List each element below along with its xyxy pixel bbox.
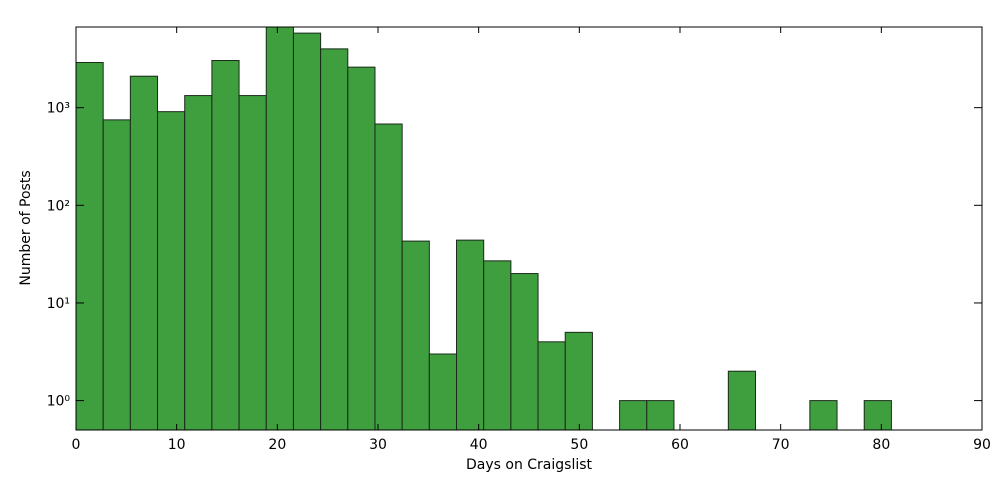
bar [157, 111, 186, 431]
x-tick-label: 70 [772, 437, 790, 453]
bar [809, 400, 838, 431]
bar [727, 370, 757, 431]
bar [374, 123, 403, 431]
bar [265, 26, 294, 431]
x-tick-label: 90 [973, 437, 991, 453]
bar [428, 353, 458, 431]
bar [564, 331, 593, 431]
bar [292, 32, 322, 431]
bar [483, 260, 512, 431]
bar [401, 240, 430, 431]
x-tick-label: 50 [570, 437, 588, 453]
bar [646, 400, 675, 431]
y-tick-label: 10² [47, 198, 70, 214]
x-tick-label: 60 [671, 437, 689, 453]
x-tick-label: 40 [470, 437, 488, 453]
y-tick-label: 10⁰ [47, 394, 71, 410]
x-axis-label: Days on Craigslist [466, 457, 593, 473]
bar [102, 119, 131, 431]
bar [184, 95, 213, 431]
x-tick-label: 20 [268, 437, 286, 453]
bar [863, 400, 892, 431]
x-tick-label: 10 [168, 437, 186, 453]
bar [238, 95, 267, 431]
bar [129, 75, 159, 431]
plot-frame [75, 26, 983, 431]
bar [537, 341, 566, 431]
y-tick-label: 10¹ [47, 296, 70, 312]
bar [75, 62, 104, 431]
x-tick-label: 30 [369, 437, 387, 453]
bar [456, 239, 485, 431]
bar [211, 60, 240, 431]
y-axis-label: Number of Posts [18, 170, 34, 285]
bar [510, 273, 539, 431]
y-tick-label: 10³ [47, 101, 70, 117]
bar [619, 400, 648, 431]
bar [320, 48, 349, 431]
x-tick-label: 80 [872, 437, 890, 453]
bar [347, 66, 376, 431]
x-tick-label: 0 [72, 437, 81, 453]
